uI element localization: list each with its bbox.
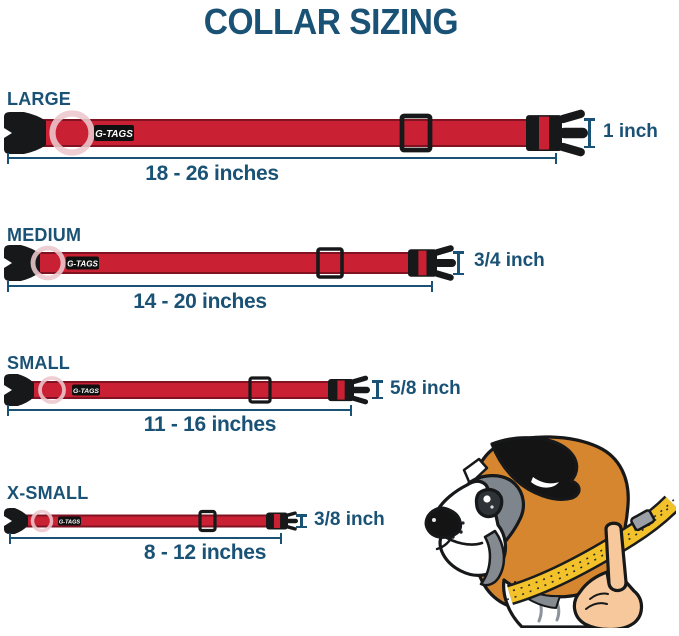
- collar-buckle-female: [4, 245, 40, 281]
- collar-slider: [399, 113, 433, 153]
- hand-pointing-finger: [572, 521, 644, 628]
- collar-graphic-large: G-TAGS: [4, 109, 588, 157]
- width-label-large: 1 inch: [603, 121, 658, 142]
- size-label-xsmall: X-SMALL: [7, 483, 89, 503]
- buckle-prong-bottom: [284, 524, 297, 531]
- collar-brand-tag: [66, 256, 99, 270]
- buckle-strap-band: [337, 380, 345, 400]
- length-measure-line-large: [7, 152, 557, 164]
- collar-buckle-female: [4, 508, 28, 534]
- collar-graphic-xsmall: G-TAGS: [4, 508, 298, 534]
- collar-graphic-medium: G-TAGS: [4, 245, 456, 281]
- buckle-strap-band: [539, 116, 550, 150]
- collar-buckle-female: [4, 112, 46, 154]
- length-range-medium: 14 - 20 inches: [133, 290, 267, 313]
- collar-dring: [49, 110, 95, 156]
- page-title: COLLAR SIZING: [203, 1, 459, 42]
- buckle-prong-center: [434, 259, 456, 267]
- buckle-prong-top: [350, 375, 369, 385]
- collar-dring: [38, 376, 66, 404]
- collar-brand-tag: [72, 384, 100, 396]
- width-measure-bar-large: [584, 118, 594, 148]
- width-label-medium: 3/4 inch: [474, 250, 545, 271]
- length-measure-line-xsmall: [9, 532, 282, 544]
- collar-slider: [198, 509, 217, 533]
- buckle-prong-bottom: [558, 142, 585, 157]
- collar-brand-label: G-TAGS: [95, 129, 133, 140]
- buckle-prong-bottom: [433, 270, 454, 281]
- size-label-small: SMALL: [7, 353, 70, 373]
- collar-slider: [248, 376, 272, 404]
- collar-dring: [30, 245, 66, 281]
- eye-glint: [483, 495, 491, 503]
- dog-eye: [474, 487, 504, 519]
- tape-ticks-top: [512, 497, 676, 592]
- dog-blaze: [462, 457, 489, 486]
- width-label-small: 5/8 inch: [390, 378, 461, 399]
- collar-brand-tag: [94, 125, 134, 141]
- buckle-strap-band: [418, 250, 427, 276]
- nose-highlight: [432, 518, 436, 522]
- collar-brand-label: G-TAGS: [67, 259, 98, 268]
- collar-dring: [30, 509, 54, 533]
- buckle-prong-bottom: [350, 395, 369, 405]
- width-measure-bar-small: [372, 380, 382, 399]
- buckle-strap-band: [273, 514, 281, 528]
- eye-glint-small: [490, 505, 494, 509]
- width-measure-bar-medium: [453, 251, 463, 275]
- length-range-small: 11 - 16 inches: [143, 413, 277, 436]
- size-label-medium: MEDIUM: [7, 225, 82, 245]
- buckle-prong-top: [558, 109, 585, 124]
- buckle-prong-top: [433, 245, 454, 256]
- collar-brand-label: G-TAGS: [73, 388, 99, 395]
- buckle-prong-top: [284, 511, 297, 518]
- collar-buckle-female: [4, 374, 34, 406]
- tape-end-clip: [630, 509, 656, 532]
- length-measure-line-medium: [7, 280, 433, 292]
- collar-graphic-small: G-TAGS: [4, 374, 370, 406]
- jowl-shadow: [479, 529, 506, 587]
- ear-highlight: [531, 477, 559, 488]
- length-range-xsmall: 8 - 12 inches: [143, 541, 267, 564]
- dog-measuring-illustration: [424, 435, 676, 628]
- size-label-large: LARGE: [7, 89, 71, 109]
- dog-nose: [424, 506, 463, 539]
- collar-slider: [316, 247, 344, 279]
- buckle-prong-center: [559, 127, 588, 139]
- knuckle-lines: [585, 592, 609, 610]
- length-range-large: 18 - 26 inches: [145, 162, 279, 185]
- buckle-prong-center: [351, 386, 370, 394]
- collar-brand-tag: [58, 516, 81, 526]
- length-measure-line-small: [7, 404, 352, 416]
- buckle-prong-center: [285, 518, 298, 524]
- palm: [572, 570, 644, 628]
- width-measure-bar-xsmall: [296, 514, 306, 528]
- width-label-xsmall: 3/8 inch: [314, 509, 385, 530]
- collar-brand-label: G-TAGS: [59, 519, 81, 525]
